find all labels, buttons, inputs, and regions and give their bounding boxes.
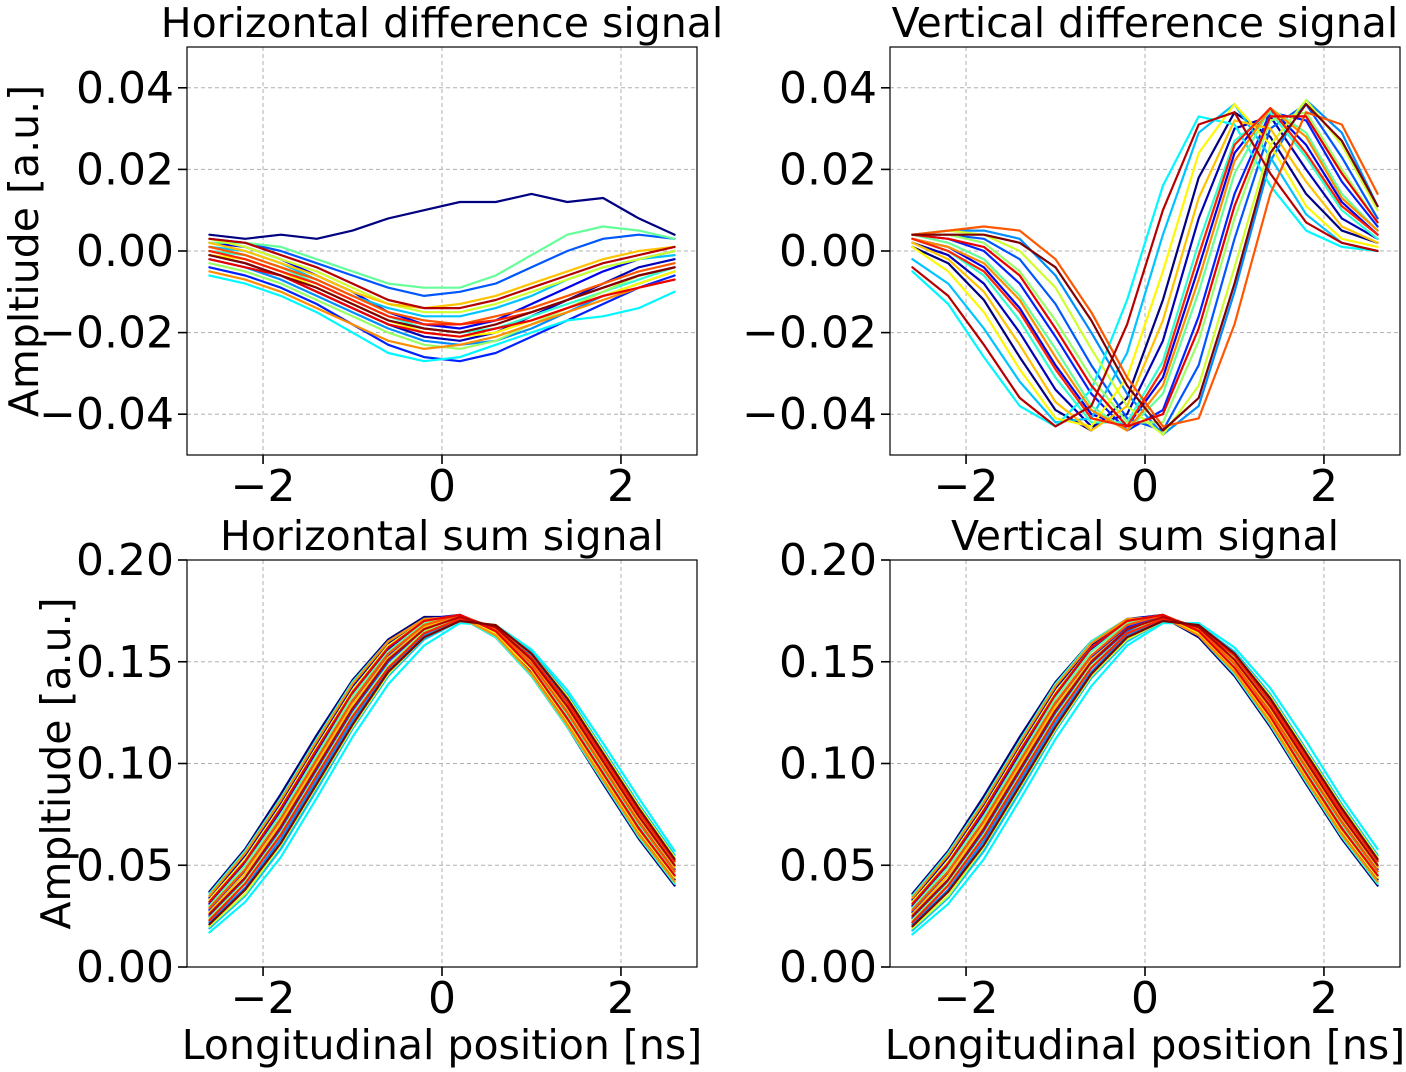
- y-tick-label: 0.00: [76, 942, 174, 993]
- series-line: [911, 621, 1379, 936]
- series-line: [911, 102, 1379, 424]
- x-tick-label: 2: [1310, 973, 1338, 1024]
- y-tick-label: 0.10: [779, 739, 877, 790]
- x-tick-label: −2: [934, 461, 999, 512]
- series-line: [911, 102, 1379, 432]
- x-tick-label: 2: [1310, 461, 1338, 512]
- series-line: [911, 619, 1379, 928]
- chart-title: Horizontal sum signal: [220, 512, 664, 560]
- series-line: [208, 613, 676, 904]
- series-line: [911, 111, 1379, 428]
- y-tick-label: 0.00: [779, 226, 877, 277]
- panel-1: −2 0 2 −0.04 −0.02 0.00 0.02 0.04 Horizontal dif…: [0, 0, 723, 512]
- y-tick-label: −0.02: [39, 308, 174, 359]
- series-line: [208, 274, 676, 363]
- y-tick-label: 0.10: [76, 739, 174, 790]
- x-tick-label: 2: [607, 461, 635, 512]
- series-line: [911, 119, 1379, 432]
- series-line: [208, 241, 676, 310]
- series-line: [208, 270, 676, 350]
- series-line: [208, 615, 676, 916]
- series-line: [208, 619, 676, 926]
- series-line: [911, 615, 1379, 918]
- series-line: [911, 115, 1379, 428]
- y-tick-label: 0.15: [76, 637, 174, 688]
- series-line: [208, 237, 676, 314]
- x-axis-label: Longitudinal position [ns]: [885, 1021, 1405, 1069]
- series-line: [911, 98, 1379, 436]
- series-group: [208, 613, 676, 934]
- series-line: [208, 233, 676, 297]
- x-tick-label: 0: [428, 461, 456, 512]
- series-line: [208, 245, 676, 326]
- y-tick-label: −0.04: [39, 389, 174, 440]
- series-line: [911, 111, 1379, 424]
- series-line: [208, 237, 676, 310]
- series-line: [208, 621, 676, 934]
- series-line: [911, 613, 1379, 912]
- y-tick-label: 0.05: [779, 840, 877, 891]
- y-tick-label: 0.02: [779, 144, 877, 195]
- y-tick-label: 0.20: [76, 535, 174, 586]
- series-line: [911, 111, 1379, 432]
- y-tick-label: 0.05: [76, 840, 174, 891]
- y-tick-label: −0.04: [742, 389, 877, 440]
- x-tick-label: −2: [231, 973, 296, 1024]
- series-line: [911, 107, 1379, 428]
- y-tick-label: −0.02: [742, 308, 877, 359]
- y-tick-label: 0.15: [779, 637, 877, 688]
- y-tick-label: 0.04: [76, 63, 174, 114]
- x-tick-label: −2: [231, 461, 296, 512]
- x-tick-label: −2: [934, 973, 999, 1024]
- x-tick-label: 0: [1131, 461, 1159, 512]
- chart-title: Vertical difference signal: [892, 0, 1399, 47]
- series-group: [911, 98, 1379, 436]
- series-line: [208, 192, 676, 240]
- y-axis-label: Ampltiude [a.u.]: [32, 597, 80, 929]
- y-tick-label: 0.00: [779, 942, 877, 993]
- panel-2: −2 0 2 −0.04 −0.02 0.00 0.02 0.04 Vertical diffe…: [742, 0, 1401, 512]
- x-tick-label: 0: [428, 973, 456, 1024]
- y-tick-label: 0.00: [76, 226, 174, 277]
- series-group: [208, 192, 676, 363]
- y-axis-label: Ampltiude [a.u.]: [0, 85, 48, 417]
- series-line: [911, 115, 1379, 428]
- panel-4: −2 0 2 0.00 0.05 0.10 0.15 0.20 Vertical sum sig…: [779, 512, 1405, 1069]
- x-tick-label: 0: [1131, 973, 1159, 1024]
- y-tick-label: 0.02: [76, 144, 174, 195]
- panel-3: −2 0 2 0.00 0.05 0.10 0.15 0.20 Horizontal sum s…: [32, 512, 702, 1069]
- series-line: [911, 617, 1379, 924]
- series-line: [911, 102, 1379, 428]
- y-tick-label: 0.20: [779, 535, 877, 586]
- series-line: [911, 115, 1379, 428]
- chart-title: Vertical sum signal: [951, 512, 1339, 560]
- series-line: [911, 111, 1379, 428]
- series-line: [911, 613, 1379, 906]
- y-tick-label: 0.04: [779, 63, 877, 114]
- x-tick-label: 2: [607, 973, 635, 1024]
- series-line: [208, 617, 676, 922]
- series-line: [208, 613, 676, 910]
- series-group: [911, 613, 1379, 936]
- series-line: [208, 225, 676, 289]
- chart-title: Horizontal difference signal: [161, 0, 724, 47]
- x-axis-label: Longitudinal position [ns]: [182, 1021, 702, 1069]
- series-line: [208, 254, 676, 334]
